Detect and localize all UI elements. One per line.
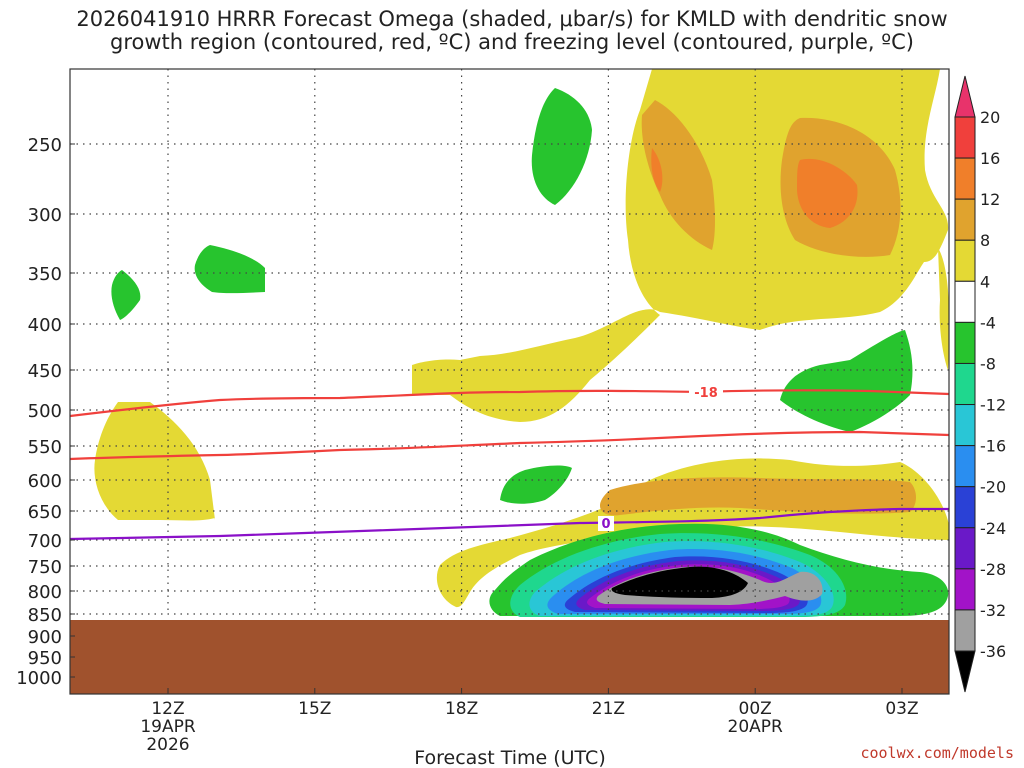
colorbar-swatch <box>954 198 976 241</box>
colorbar-swatch <box>954 116 976 159</box>
colorbar-swatch <box>954 527 976 570</box>
colorbar-swatch <box>954 404 976 447</box>
x-tick-label: 00Z <box>739 699 772 719</box>
y-tick-label: 450 <box>28 361 62 382</box>
y-tick-label: 500 <box>28 401 62 422</box>
colorbar-swatch <box>954 609 976 652</box>
colorbar-swatch <box>954 157 976 200</box>
watermark: coolwx.com/models <box>860 744 1014 762</box>
snow-contour-label: -18 <box>694 386 718 401</box>
colorbar-label: 12 <box>980 190 1000 209</box>
snow-growth-contour-upper <box>70 389 949 418</box>
chart-title: 2026041910 HRRR Forecast Omega (shaded, … <box>0 8 1024 54</box>
y-tick-label: 650 <box>28 502 62 523</box>
x-axis-title: Forecast Time (UTC) <box>414 747 605 768</box>
colorbar-label: -24 <box>980 519 1006 538</box>
y-tick-label: 750 <box>28 557 62 578</box>
y-tick-label: 400 <box>28 315 62 336</box>
omega-shade-4-8 <box>938 248 949 370</box>
colorbar-swatch <box>954 486 976 529</box>
omega-shade-below-neg36 <box>611 566 748 598</box>
colorbar-label: 8 <box>980 231 990 250</box>
y-tick-label: 900 <box>28 627 62 648</box>
title-line-2: growth region (contoured, red, ºC) and f… <box>110 30 914 54</box>
x-tick-label: 2026 <box>146 735 189 755</box>
terrain-fill <box>70 620 949 694</box>
y-tick-label: 950 <box>28 648 62 669</box>
y-tick-label: 1000 <box>16 668 62 689</box>
colorbar-label: -32 <box>980 601 1006 620</box>
plot-frame <box>69 68 950 695</box>
y-tick-label: 250 <box>28 135 62 156</box>
colorbar-swatch <box>954 568 976 611</box>
omega-shade-4-8 <box>94 402 215 521</box>
y-tick-label: 600 <box>28 471 62 492</box>
freezing-level-contour <box>70 507 949 541</box>
y-tick-label: 800 <box>28 582 62 603</box>
colorbar-label: -28 <box>980 560 1006 579</box>
colorbar-swatch <box>954 239 976 282</box>
colorbar-label: 4 <box>980 272 990 291</box>
x-tick-label: 19APR <box>140 717 196 737</box>
colorbar-swatch <box>954 445 976 488</box>
colorbar-bottom-arrow <box>954 650 976 693</box>
omega-shade-12-16 <box>797 158 858 228</box>
y-tick-label: 300 <box>28 205 62 226</box>
snow-growth-contour-lower <box>70 430 949 461</box>
omega-shade-8-12 <box>599 477 916 516</box>
omega-shade-neg4-neg8 <box>500 465 572 504</box>
colorbar-label: -12 <box>980 396 1006 415</box>
colorbar-label: -16 <box>980 437 1006 456</box>
colorbar-top-arrow <box>954 75 976 118</box>
x-tick-label: 21Z <box>592 699 625 719</box>
y-axis: 2503003504004505005506006507007508008509… <box>16 135 75 689</box>
omega-shade-neg4-neg8 <box>531 88 592 205</box>
x-tick-label: 03Z <box>885 699 918 719</box>
colorbar-swatch <box>954 280 976 323</box>
colorbar-label: -4 <box>980 313 996 332</box>
title-line-1: 2026041910 HRRR Forecast Omega (shaded, … <box>76 7 948 31</box>
colorbar-swatch <box>954 321 976 364</box>
omega-shade-8-12 <box>641 100 715 250</box>
colorbar-swatch <box>954 362 976 406</box>
omega-shade-neg4-neg8 <box>194 245 265 294</box>
colorbar-label: 16 <box>980 149 1000 168</box>
x-tick-label: 20APR <box>728 717 784 737</box>
colorbar-label: -36 <box>980 642 1006 661</box>
colorbar-label: -8 <box>980 354 996 373</box>
y-tick-label: 850 <box>28 605 62 626</box>
x-tick-label: 18Z <box>445 699 478 719</box>
omega-shade-12-16 <box>651 148 663 192</box>
colorbar-label: -20 <box>980 478 1006 497</box>
colorbar-label: 20 <box>980 108 1000 127</box>
y-tick-label: 700 <box>28 531 62 552</box>
omega-shade-neg4-neg8 <box>780 330 913 432</box>
y-tick-label: 350 <box>28 264 62 285</box>
omega-shade-neg4-neg8 <box>111 270 141 320</box>
x-tick-label: 15Z <box>298 699 331 719</box>
freezing-contour-label: 0 <box>601 517 610 532</box>
y-tick-label: 550 <box>28 437 62 458</box>
x-tick-label: 12Z <box>151 699 184 719</box>
colorbar: 20 16 12 8 4 -4 -8 -12 -16 -20 -24 -28 -32 -36 <box>954 75 1006 693</box>
